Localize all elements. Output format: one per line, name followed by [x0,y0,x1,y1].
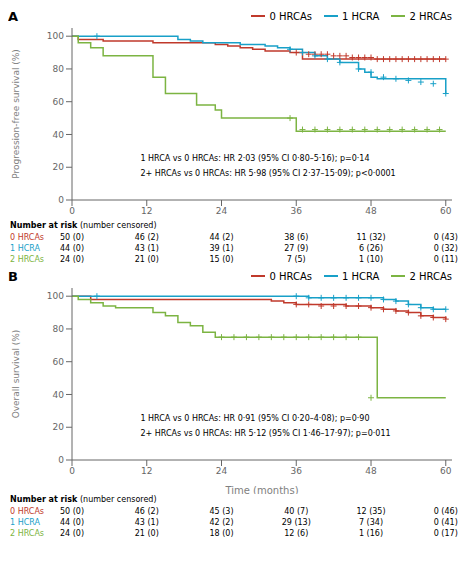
svg-text:20: 20 [53,162,65,172]
html-text:2+ HRCAs vs 0 HRCAs: HR 5·98 (: 2+ HRCAs vs 0 HRCAs: HR 5·98 (95% CI 2·3… [140,169,396,178]
html-text:12 (6): 12 (6) [284,529,309,538]
html-text:2 HRCAs: 2 HRCAs [409,270,452,282]
html-text:Number at risk (number censore: Number at risk (number censored) [10,495,157,504]
svg-text:36: 36 [291,206,303,216]
html-text:21 (0): 21 (0) [134,529,159,538]
svg-text:0: 0 [69,206,75,216]
html-text:43 (1): 43 (1) [134,518,159,527]
svg-text:48: 48 [365,466,377,476]
svg-text:24: 24 [216,206,228,216]
html-text:0 (32): 0 (32) [433,244,458,253]
svg-text:80: 80 [53,64,65,74]
svg-text:24: 24 [216,466,228,476]
html-text:43 (1): 43 (1) [134,244,159,253]
html-text:2 HRCAs: 2 HRCAs [10,255,44,264]
html-text:15 (0): 15 (0) [209,255,234,264]
html-text:1 HRCA vs 0 HRCAs: HR 2·03 (95: 1 HRCA vs 0 HRCAs: HR 2·03 (95% CI 0·80–… [140,153,370,163]
html-text:7 (5): 7 (5) [286,255,306,264]
html-text:0 HRCAs: 0 HRCAs [269,10,312,22]
html-text:46 (2): 46 (2) [134,507,159,516]
svg-text:0: 0 [69,466,75,476]
html-text:0 HRCAs: 0 HRCAs [10,233,44,242]
html-text:1 HRCA vs 0 HRCAs: HR 0·91 (95: 1 HRCA vs 0 HRCAs: HR 0·91 (95% CI 0·20–… [140,413,370,423]
html-text:1 (10): 1 (10) [359,255,383,264]
svg-text:12: 12 [141,466,152,476]
html-text:1 HCRA: 1 HCRA [10,244,40,253]
svg-text:Time (months): Time (months) [224,485,298,494]
svg-text:100: 100 [47,291,64,301]
svg-text:20: 20 [53,422,65,432]
html-text:50 (0): 50 (0) [60,507,84,516]
html-text:50 (0): 50 (0) [60,233,84,242]
html-text:0 (41): 0 (41) [433,518,458,527]
html-text:44 (0): 44 (0) [60,244,84,253]
html-text:0 (11): 0 (11) [433,255,458,264]
html-text:44 (0): 44 (0) [60,518,84,527]
html-text:B: B [8,268,18,284]
html-text:1 HCRA: 1 HCRA [10,518,40,527]
html-text:2+ HRCAs vs 0 HRCAs: HR 5·12 (: 2+ HRCAs vs 0 HRCAs: HR 5·12 (95% CI 1·4… [140,429,391,438]
svg-text:80: 80 [53,324,65,334]
html-text:46 (2): 46 (2) [134,233,159,242]
html-text:6 (26): 6 (26) [359,244,383,253]
html-text:A: A [8,8,19,24]
html-text:2 HRCAs: 2 HRCAs [10,529,44,538]
html-text:21 (0): 21 (0) [134,255,159,264]
html-text:38 (6): 38 (6) [284,233,309,242]
html-text:0 (17): 0 (17) [433,529,458,538]
html-text:0 HRCAs: 0 HRCAs [10,507,44,516]
svg-text:0: 0 [58,455,64,465]
svg-text:100: 100 [47,31,64,41]
svg-text:40: 40 [53,390,65,400]
html-text:29 (13): 29 (13) [281,518,311,527]
html-text:2 HRCAs: 2 HRCAs [409,10,452,22]
svg-text:60: 60 [440,206,452,216]
html-text:42 (2): 42 (2) [209,518,234,527]
svg-text:Overall survival (%): Overall survival (%) [11,330,21,419]
svg-text:12: 12 [141,206,152,216]
svg-text:36: 36 [291,466,303,476]
svg-text:0: 0 [58,195,64,205]
html-text:44 (2): 44 (2) [209,233,234,242]
svg-text:60: 60 [440,466,452,476]
svg-text:40: 40 [53,130,65,140]
html-text:1 (16): 1 (16) [359,529,383,538]
html-text:27 (9): 27 (9) [284,244,309,253]
html-text:39 (1): 39 (1) [209,244,234,253]
html-text:18 (0): 18 (0) [209,529,234,538]
svg-text:60: 60 [53,97,65,107]
html-text:0 HRCAs: 0 HRCAs [269,270,312,282]
html-text:45 (3): 45 (3) [209,507,234,516]
html-text:11 (32): 11 (32) [356,233,386,242]
html-text:12 (35): 12 (35) [356,507,386,516]
html-text:1 HCRA: 1 HCRA [342,270,380,282]
svg-text:60: 60 [53,357,65,367]
html-text:Number at risk (number censore: Number at risk (number censored) [10,221,157,230]
html-text:24 (0): 24 (0) [60,529,84,538]
html-text:24 (0): 24 (0) [60,255,84,264]
html-text:0 (46): 0 (46) [433,507,458,516]
html-text:0 (43): 0 (43) [433,233,458,242]
html-text:7 (34): 7 (34) [359,518,383,527]
html-text:1 HCRA: 1 HCRA [342,10,380,22]
svg-text:Progression-free survival (%): Progression-free survival (%) [11,49,21,179]
svg-text:48: 48 [365,206,377,216]
html-text:40 (7): 40 (7) [284,507,309,516]
